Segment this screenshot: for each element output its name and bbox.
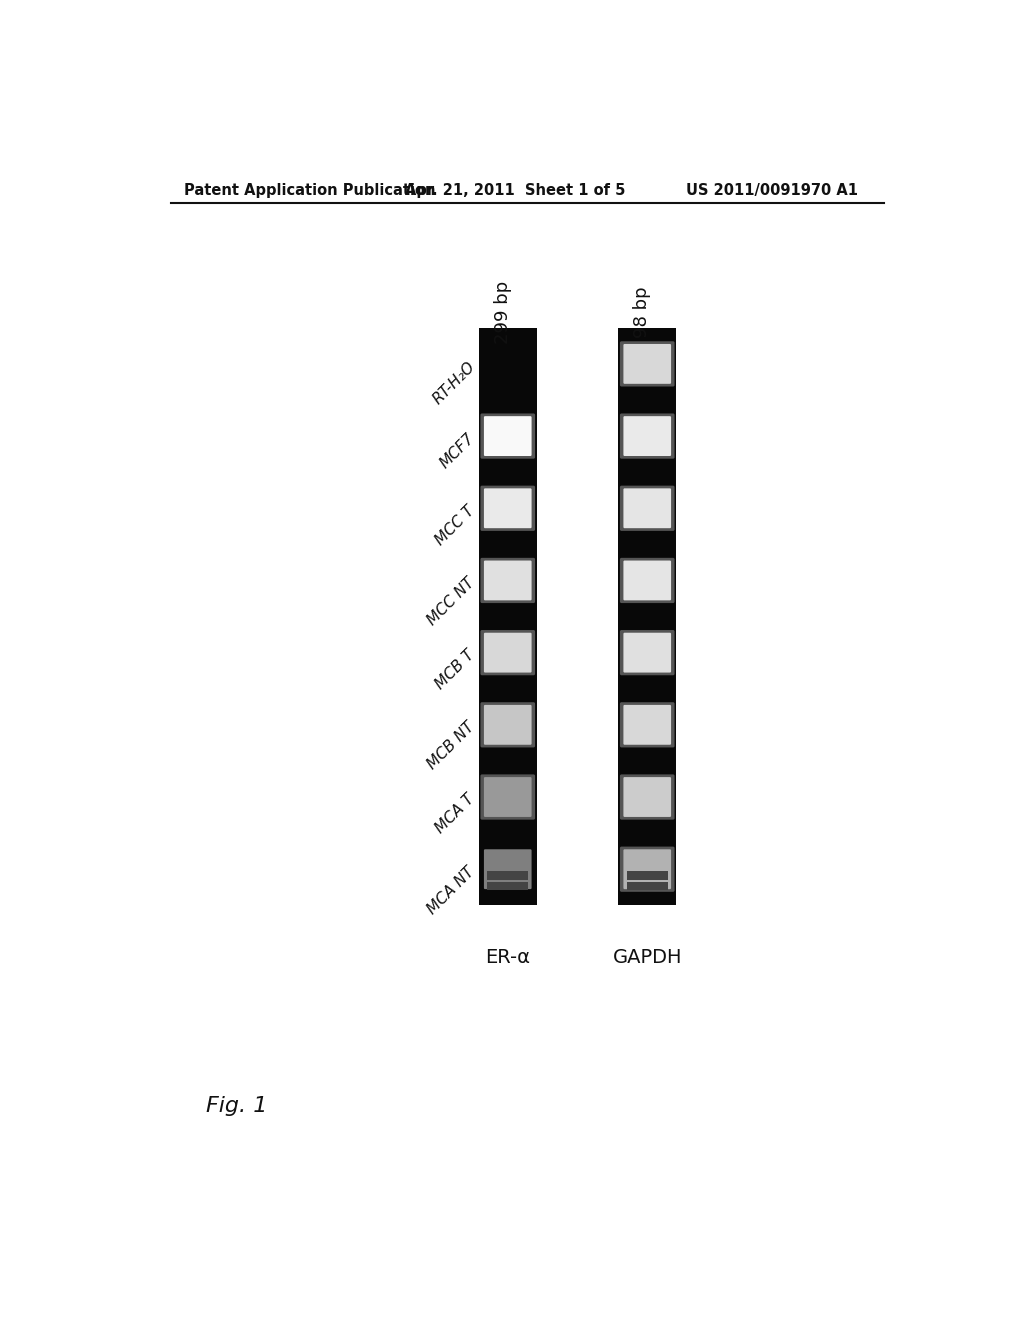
FancyBboxPatch shape [624, 416, 671, 455]
Text: MCA NT: MCA NT [425, 863, 478, 917]
FancyBboxPatch shape [484, 561, 531, 601]
Text: Patent Application Publication: Patent Application Publication [183, 183, 435, 198]
Bar [627, 882, 668, 890]
FancyBboxPatch shape [624, 632, 671, 673]
Text: RT-H₂O: RT-H₂O [430, 359, 478, 407]
Text: 299 bp: 299 bp [494, 281, 512, 345]
FancyBboxPatch shape [484, 416, 531, 455]
FancyBboxPatch shape [480, 413, 536, 459]
FancyBboxPatch shape [620, 630, 675, 676]
Bar [478, 327, 537, 906]
FancyBboxPatch shape [480, 558, 536, 603]
FancyBboxPatch shape [484, 705, 531, 744]
FancyBboxPatch shape [484, 849, 531, 890]
Text: MCC T: MCC T [433, 503, 478, 548]
Text: GAPDH: GAPDH [612, 948, 682, 966]
FancyBboxPatch shape [484, 777, 531, 817]
FancyBboxPatch shape [484, 632, 531, 673]
FancyBboxPatch shape [480, 775, 536, 820]
FancyBboxPatch shape [620, 486, 675, 531]
FancyBboxPatch shape [480, 486, 536, 531]
Text: US 2011/0091970 A1: US 2011/0091970 A1 [686, 183, 858, 198]
Bar [618, 327, 676, 906]
FancyBboxPatch shape [624, 488, 671, 528]
FancyBboxPatch shape [484, 488, 531, 528]
FancyBboxPatch shape [624, 849, 671, 890]
FancyBboxPatch shape [480, 702, 536, 747]
Text: ER-α: ER-α [485, 948, 530, 966]
Text: 98 bp: 98 bp [633, 286, 651, 338]
Text: Apr. 21, 2011  Sheet 1 of 5: Apr. 21, 2011 Sheet 1 of 5 [406, 183, 626, 198]
FancyBboxPatch shape [620, 342, 675, 387]
FancyBboxPatch shape [480, 630, 536, 676]
Bar [487, 871, 528, 880]
FancyBboxPatch shape [620, 702, 675, 747]
FancyBboxPatch shape [620, 558, 675, 603]
Bar [627, 871, 668, 880]
Text: MCA T: MCA T [433, 792, 478, 837]
Text: MCB NT: MCB NT [425, 719, 478, 772]
Text: Fig. 1: Fig. 1 [206, 1096, 267, 1115]
FancyBboxPatch shape [620, 775, 675, 820]
FancyBboxPatch shape [624, 705, 671, 744]
FancyBboxPatch shape [624, 561, 671, 601]
FancyBboxPatch shape [620, 413, 675, 459]
Text: MCB T: MCB T [433, 647, 478, 692]
Bar [487, 882, 528, 890]
FancyBboxPatch shape [624, 777, 671, 817]
FancyBboxPatch shape [620, 846, 675, 892]
FancyBboxPatch shape [624, 345, 671, 384]
Text: MCF7: MCF7 [437, 430, 478, 471]
Text: MCC NT: MCC NT [425, 576, 478, 628]
